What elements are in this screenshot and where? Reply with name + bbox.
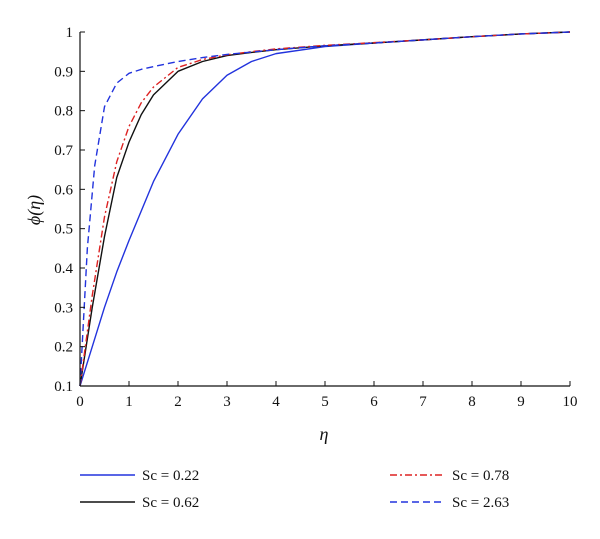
y-tick-label: 0.3 (54, 300, 73, 316)
y-tick-label: 0.1 (54, 379, 73, 395)
series-line-4 (79, 31, 571, 387)
y-tick-label: 0.6 (54, 182, 73, 198)
x-tick-label: 1 (125, 394, 133, 410)
legend: Sc = 0.22 Sc = 0.62 Sc = 0.78 Sc = 2.63 (80, 468, 509, 511)
y-tick-label: 0.9 (54, 64, 73, 80)
y-tick-label: 1 (66, 25, 74, 41)
legend-label-1: Sc = 0.22 (142, 468, 199, 484)
x-tick-label: 6 (370, 394, 378, 410)
legend-label-3: Sc = 0.78 (452, 468, 509, 484)
x-tick-label: 2 (174, 394, 182, 410)
y-tick-label: 0.4 (54, 261, 73, 277)
y-tick-label: 0.7 (54, 143, 73, 159)
x-axis-title: η (320, 424, 329, 444)
axes: 0 1 2 3 4 5 6 7 8 9 10 0.1 0.2 0.3 0.4 0.5 0.6 0.7 0.8 0.9 1 (54, 25, 577, 410)
y-tick-label: 0.2 (54, 340, 73, 356)
y-tick-label: 0.8 (54, 104, 73, 120)
y-axis-title: ϕ(η) (24, 195, 45, 225)
series-line-1 (79, 31, 571, 387)
plot-area (79, 31, 571, 387)
x-tick-label: 9 (517, 394, 525, 410)
x-tick-label: 7 (419, 394, 427, 410)
y-tick-label: 0.5 (54, 222, 73, 238)
x-tick-label: 5 (321, 394, 329, 410)
series-line-3 (79, 31, 571, 387)
legend-label-4: Sc = 2.63 (452, 495, 509, 511)
x-tick-label: 4 (272, 394, 280, 410)
x-tick-label: 0 (76, 394, 84, 410)
x-tick-label: 3 (223, 394, 231, 410)
x-tick-label: 10 (563, 394, 578, 410)
legend-label-2: Sc = 0.62 (142, 495, 199, 511)
series-line-2 (79, 31, 571, 387)
x-tick-label: 8 (468, 394, 476, 410)
